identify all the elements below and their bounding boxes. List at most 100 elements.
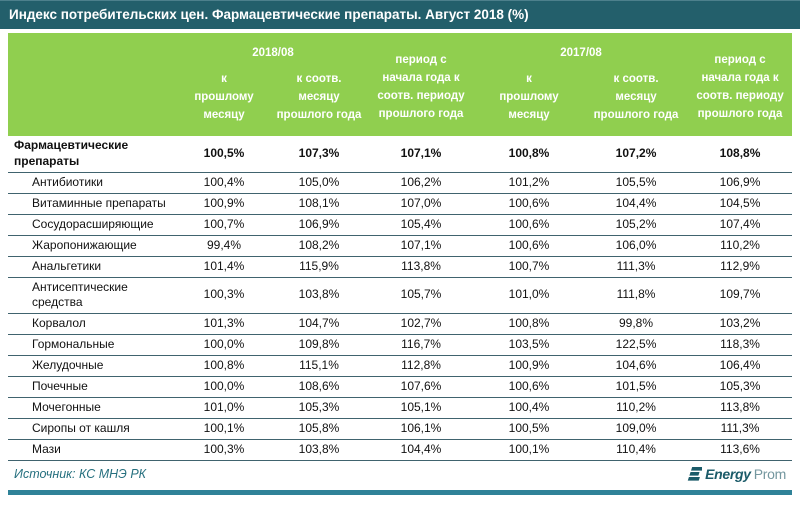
header-same-month-2018: к соотв. месяцу прошлого года xyxy=(270,69,369,137)
value-cell: 115,9% xyxy=(270,255,369,278)
row-label: Витаминные препараты xyxy=(8,192,178,215)
row-label: Антибиотики xyxy=(8,171,178,194)
row-label: Сосудорасширяющие xyxy=(8,213,178,236)
value-cell: 108,6% xyxy=(270,375,369,398)
value-cell: 110,2% xyxy=(584,396,689,419)
value-cell: 109,8% xyxy=(270,333,369,356)
value-cell: 118,3% xyxy=(688,333,793,356)
value-cell: 122,5% xyxy=(584,333,689,356)
value-cell: 100,1% xyxy=(474,438,585,460)
bottom-accent-bar xyxy=(8,489,792,495)
table-row: Жаропонижающие 99,4% 108,2% 107,1% 100,6% 106… xyxy=(8,234,793,257)
header-period-2017: период с начала года к соотв. периоду пр… xyxy=(688,33,793,137)
header-empty-cell xyxy=(8,33,178,137)
table-row: Сосудорасширяющие 100,7% 106,9% 105,4% 100,6… xyxy=(8,213,793,236)
row-label: Мочегонные xyxy=(8,396,178,419)
table-row: Антисептические средства 100,3% 103,8% 105,… xyxy=(8,276,793,314)
value-cell: 105,3% xyxy=(270,396,369,419)
value-cell: 105,8% xyxy=(270,417,369,440)
value-cell: 100,8% xyxy=(508,146,550,161)
value-cell: 115,1% xyxy=(270,354,369,377)
value-cell: 103,2% xyxy=(688,312,793,335)
page-title: Индекс потребительских цен. Фармацевтиче… xyxy=(0,0,800,29)
row-label: Анальгетики xyxy=(8,255,178,278)
value-cell: 100,5% xyxy=(474,417,585,440)
value-cell: 100,4% xyxy=(178,171,270,194)
value-cell: 100,5% xyxy=(203,146,245,161)
value-cell: 106,4% xyxy=(688,354,793,377)
value-cell: 101,3% xyxy=(178,312,270,335)
table-row: Антибиотики 100,4% 105,0% 106,2% 101,2% 105,5… xyxy=(8,171,793,194)
value-cell: 100,9% xyxy=(474,354,585,377)
table-row: Сиропы от кашля 100,1% 105,8% 106,1% 100,5% 1… xyxy=(8,417,793,440)
value-cell: 100,1% xyxy=(178,417,270,440)
value-cell: 109,7% xyxy=(688,276,793,314)
value-cell: 105,3% xyxy=(688,375,793,398)
value-cell: 104,4% xyxy=(368,438,475,460)
value-cell: 106,9% xyxy=(688,171,793,194)
table-row: Гормональные 100,0% 109,8% 116,7% 103,5% 122,… xyxy=(8,333,793,356)
value-cell: 104,5% xyxy=(688,192,793,215)
value-cell: 106,9% xyxy=(270,213,369,236)
value-cell: 109,0% xyxy=(584,417,689,440)
value-cell: 100,6% xyxy=(474,375,585,398)
value-cell: 110,2% xyxy=(688,234,793,257)
header-prev-month-2017: к прошлому месяцу xyxy=(474,69,585,137)
table-row: Витаминные препараты 100,9% 108,1% 107,0% 10… xyxy=(8,192,793,215)
value-cell: 100,3% xyxy=(178,438,270,460)
energyprom-logo: Energy Prom xyxy=(685,466,790,482)
value-cell: 110,4% xyxy=(584,438,689,460)
value-cell: 108,1% xyxy=(270,192,369,215)
header-prev-month-2018: к прошлому месяцу xyxy=(178,69,270,137)
value-cell: 101,0% xyxy=(178,396,270,419)
value-cell: 105,4% xyxy=(368,213,475,236)
value-cell: 100,7% xyxy=(474,255,585,278)
value-cell: 104,7% xyxy=(270,312,369,335)
value-cell: 107,4% xyxy=(688,213,793,236)
value-cell: 107,2% xyxy=(615,146,657,161)
value-cell: 103,8% xyxy=(270,438,369,460)
value-cell: 105,5% xyxy=(584,171,689,194)
value-cell: 101,2% xyxy=(474,171,585,194)
value-cell: 108,8% xyxy=(719,146,761,161)
value-cell: 100,7% xyxy=(178,213,270,236)
header-period-2018: период с начала года к соотв. периоду пр… xyxy=(368,33,475,137)
row-label: Корвалол xyxy=(8,312,178,335)
header-group-2017: 2017/08 xyxy=(474,33,689,69)
header-group-2018: 2018/08 xyxy=(178,33,369,69)
value-cell: 105,0% xyxy=(270,171,369,194)
value-cell: 112,9% xyxy=(688,255,793,278)
value-cell: 100,4% xyxy=(474,396,585,419)
value-cell: 105,2% xyxy=(584,213,689,236)
value-cell: 108,2% xyxy=(270,234,369,257)
source-text: Источник: КС МНЭ РК xyxy=(14,466,147,481)
value-cell: 113,8% xyxy=(688,396,793,419)
value-cell: 105,7% xyxy=(368,276,475,314)
value-cell: 111,8% xyxy=(584,276,689,314)
value-cell: 103,8% xyxy=(270,276,369,314)
value-cell: 111,3% xyxy=(584,255,689,278)
value-cell: 107,3% xyxy=(298,146,340,161)
value-cell: 105,1% xyxy=(368,396,475,419)
header-year-row: 2018/08 период с начала года к соотв. пе… xyxy=(8,33,793,137)
row-label: Гормональные xyxy=(8,333,178,356)
value-cell: 106,1% xyxy=(368,417,475,440)
row-label: Мази xyxy=(8,438,178,460)
value-cell: 106,2% xyxy=(368,171,475,194)
header-same-month-2017: к соотв. месяцу прошлого года xyxy=(584,69,689,137)
value-cell: 101,0% xyxy=(474,276,585,314)
value-cell: 100,3% xyxy=(178,276,270,314)
value-cell: 107,1% xyxy=(400,146,442,161)
value-cell: 99,4% xyxy=(178,234,270,257)
value-cell: 100,6% xyxy=(474,234,585,257)
value-cell: 112,8% xyxy=(368,354,475,377)
table-header: 2018/08 период с начала года к соотв. пе… xyxy=(8,33,793,137)
value-cell: 111,3% xyxy=(688,417,793,440)
row-label: Фармацевтические препараты xyxy=(14,138,129,169)
value-cell: 103,5% xyxy=(474,333,585,356)
table-row: Мази 100,3% 103,8% 104,4% 100,1% 110,4% 113,6% xyxy=(8,438,793,460)
value-cell: 104,4% xyxy=(584,192,689,215)
table-body: Фармацевтические препараты 100,5% 107,3% 10… xyxy=(8,136,793,460)
value-cell: 106,0% xyxy=(584,234,689,257)
